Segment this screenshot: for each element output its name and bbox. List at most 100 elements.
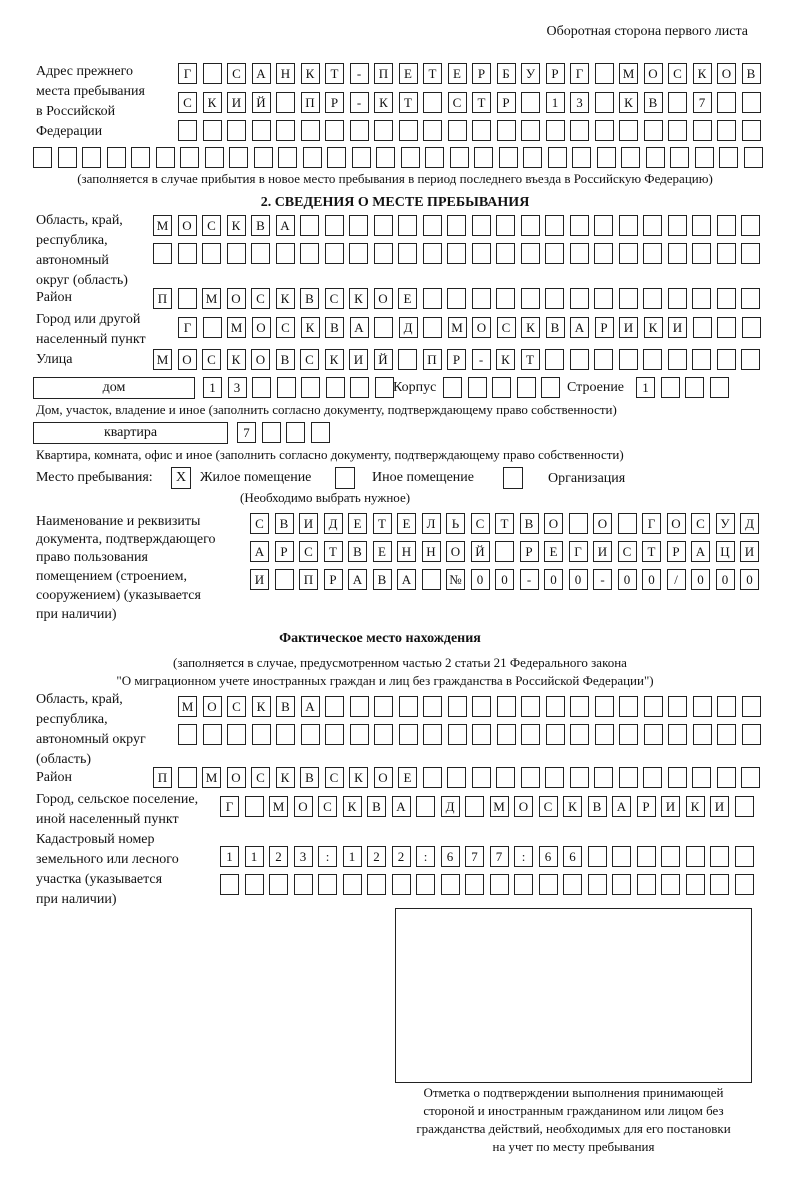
char-cell [619, 724, 638, 745]
char-cell [594, 63, 614, 84]
char-cell [261, 422, 281, 443]
char-cell: С [324, 288, 344, 309]
char-cell: Д [398, 317, 418, 338]
char-cell: С [227, 696, 246, 717]
char-cell [643, 120, 663, 141]
char-cell [495, 541, 514, 562]
char-cell [661, 874, 680, 895]
char-cell: А [612, 796, 631, 817]
char-cell [570, 696, 589, 717]
char-cell [422, 243, 442, 264]
confirmation-caption-2: стороной и иностранным гражданином или л… [423, 1103, 724, 1118]
char-cell [244, 874, 264, 895]
char-cell [252, 377, 271, 398]
char-cell [324, 243, 344, 264]
char-cell: К [226, 349, 246, 370]
char-cell: - [593, 569, 612, 590]
char-cell: Д [440, 796, 460, 817]
char-cell: М [202, 288, 221, 309]
char-cell [685, 874, 705, 895]
char-cell [398, 120, 418, 141]
checkbox-other-premises[interactable] [335, 467, 355, 489]
char-cell [300, 215, 319, 236]
char-cell [374, 724, 393, 745]
previous-address-label-4: Федерации [36, 124, 103, 139]
checkbox-organization[interactable] [503, 467, 523, 489]
char-cell [202, 120, 222, 141]
char-cell [422, 288, 442, 309]
char-cell: Р [519, 541, 539, 562]
char-cell: 0 [470, 569, 490, 590]
char-cell: № [446, 569, 465, 590]
char-cell: Ь [446, 513, 465, 534]
char-cell [594, 215, 613, 236]
char-cell: А [691, 541, 710, 562]
char-cell: М [619, 63, 638, 84]
char-cell: В [275, 349, 295, 370]
char-cell: С [202, 349, 221, 370]
char-cell: С [470, 513, 490, 534]
char-cell: Й [470, 541, 490, 562]
char-cell [349, 120, 369, 141]
char-cell [374, 120, 393, 141]
char-cell [587, 874, 607, 895]
actual-district-label: Район [36, 770, 72, 785]
char-cell [253, 147, 273, 168]
char-cell: А [391, 796, 411, 817]
char-cell [692, 724, 712, 745]
char-cell: 0 [691, 569, 710, 590]
apartment-note: Квартира, комната, офис и иное (заполнит… [36, 447, 624, 462]
char-cell [202, 63, 222, 84]
char-cell [594, 243, 613, 264]
char-cell: Н [397, 541, 416, 562]
char-cell [465, 796, 484, 817]
char-cell: С [276, 317, 295, 338]
char-cell [734, 846, 754, 867]
char-cell [545, 215, 564, 236]
char-cell [741, 92, 761, 113]
char-cell [547, 147, 567, 168]
char-cell: Г [220, 796, 239, 817]
char-cell [325, 696, 344, 717]
char-cell: О [717, 63, 736, 84]
char-cell: 3 [293, 846, 313, 867]
char-cell [367, 874, 386, 895]
char-cell [668, 696, 687, 717]
char-cell [741, 288, 760, 309]
char-cell: М [153, 349, 172, 370]
char-cell [276, 377, 296, 398]
char-cell: Д [323, 513, 343, 534]
char-cell: А [349, 317, 369, 338]
checkbox-residential[interactable]: Х [171, 467, 191, 489]
char-cell: В [348, 541, 367, 562]
char-cell [472, 724, 491, 745]
char-cell: И [349, 349, 368, 370]
char-cell [275, 243, 295, 264]
char-cell: В [325, 317, 344, 338]
char-cell [643, 724, 663, 745]
char-cell: В [643, 92, 663, 113]
char-cell [310, 422, 330, 443]
char-cell [716, 288, 736, 309]
char-cell [327, 147, 346, 168]
char-cell [300, 120, 320, 141]
char-cell [496, 243, 515, 264]
char-cell: Р [447, 349, 466, 370]
char-cell: К [521, 317, 540, 338]
char-cell: Л [421, 513, 441, 534]
char-cell [569, 215, 589, 236]
stay-place-label: Место пребывания: [36, 470, 153, 485]
char-cell [660, 377, 680, 398]
char-cell: К [619, 92, 638, 113]
char-cell: М [269, 796, 288, 817]
char-cell: К [251, 696, 271, 717]
actual-region-row-2 [178, 724, 766, 746]
cadastral-label-4: при наличии) [36, 892, 117, 907]
char-cell: О [202, 696, 222, 717]
char-cell: В [741, 63, 761, 84]
char-cell: К [300, 317, 320, 338]
char-cell [545, 767, 564, 788]
char-cell [131, 147, 150, 168]
previous-address-label-1: Адрес прежнего [36, 64, 133, 79]
